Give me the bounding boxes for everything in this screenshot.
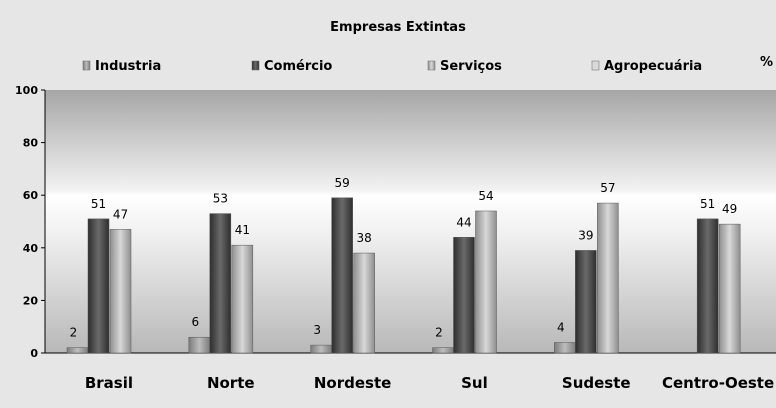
category-label: Sudeste: [562, 374, 631, 392]
y-tick-label: 80: [23, 137, 39, 150]
bar-comércio: [209, 213, 232, 354]
data-label: 38: [357, 231, 372, 245]
bar-comércio: [575, 250, 597, 354]
y-tick-label: 20: [23, 294, 39, 307]
legend-swatch: [82, 60, 91, 71]
data-label: 51: [700, 197, 715, 211]
data-label: 3: [313, 323, 321, 337]
bar-serviços: [231, 244, 254, 354]
legend-swatch: [251, 60, 260, 71]
legend: Industria Comércio Serviços Agropecuária: [82, 59, 702, 74]
bar-industria: [432, 347, 454, 354]
data-label: 2: [435, 326, 443, 340]
legend-label: Agropecuária: [604, 59, 702, 74]
chart-title: Empresas Extintas: [330, 20, 466, 35]
category-label: Sul: [461, 374, 488, 392]
bar-industria: [188, 336, 211, 354]
y-tick-label: 40: [23, 242, 39, 255]
legend-label: Comércio: [264, 59, 332, 74]
bar-serviços: [353, 252, 375, 354]
bar-comércio: [331, 197, 353, 354]
category-label: Norte: [207, 374, 255, 392]
data-label: 47: [113, 207, 128, 221]
unit-label: %: [760, 55, 773, 70]
category-labels: Brasil Norte Nordeste Sul Sudeste Centro-Oest…: [85, 374, 774, 392]
bars: 2 51 47 6 53 41 3 59 38 2 44 54 4 39 57 51 49: [66, 176, 741, 354]
data-label: 51: [91, 197, 106, 211]
bar-serviços: [109, 229, 132, 354]
plot-area: [45, 90, 776, 353]
data-label: 53: [213, 192, 228, 206]
bar-serviços: [718, 223, 741, 354]
legend-label: Serviços: [440, 59, 502, 74]
data-label: 6: [192, 315, 200, 329]
category-label: Nordeste: [314, 374, 391, 392]
y-tick-label: 0: [30, 347, 38, 360]
data-label: 54: [478, 189, 493, 203]
data-label: 4: [557, 320, 565, 334]
legend-swatch: [591, 60, 600, 71]
bar-comércio: [87, 218, 110, 354]
legend-label: Industria: [95, 59, 161, 74]
data-label: 49: [722, 202, 737, 216]
bar-industria: [66, 347, 89, 354]
legend-swatch: [427, 60, 436, 71]
data-label: 41: [235, 223, 250, 237]
category-label: Centro-Oeste: [662, 374, 774, 392]
data-label: 59: [335, 176, 350, 190]
data-label: 57: [600, 181, 615, 195]
bar-serviços: [475, 210, 497, 354]
bar-industria: [310, 344, 332, 354]
y-tick-label: 100: [15, 84, 38, 97]
data-label: 2: [70, 326, 78, 340]
data-label: 39: [578, 228, 593, 242]
y-ticks: 0 20 40 60 80 100: [15, 84, 45, 360]
bar-comércio: [696, 218, 719, 354]
category-label: Brasil: [85, 374, 133, 392]
bar-serviços: [597, 202, 619, 354]
bar-comércio: [453, 237, 475, 354]
data-label: 44: [456, 215, 471, 229]
y-tick-label: 60: [23, 189, 39, 202]
bar-industria: [554, 342, 576, 354]
